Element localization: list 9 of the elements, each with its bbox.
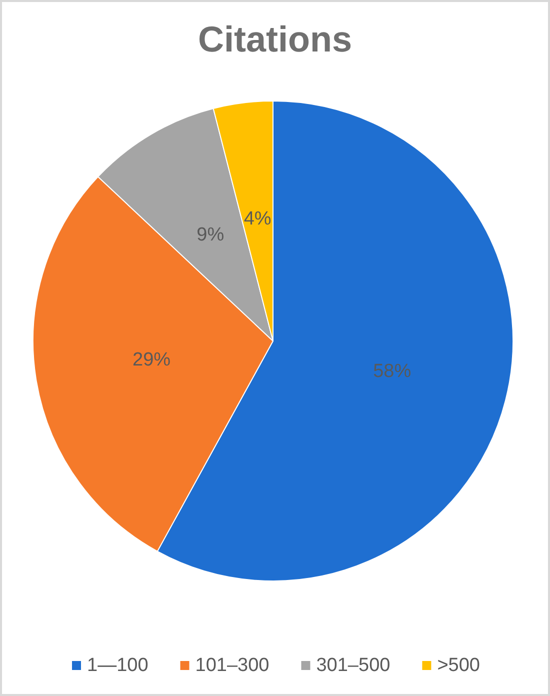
data-label: 9% [196, 224, 224, 246]
legend-label: 301–500 [316, 655, 390, 676]
data-label: 29% [132, 350, 171, 371]
data-label: 58% [373, 361, 412, 382]
legend-label: 101–300 [195, 655, 270, 676]
chart-title: Citations [198, 18, 352, 60]
data-label: 4% [244, 208, 272, 230]
legend-label: >500 [437, 655, 480, 676]
legend-label: 1—100 [87, 655, 148, 676]
